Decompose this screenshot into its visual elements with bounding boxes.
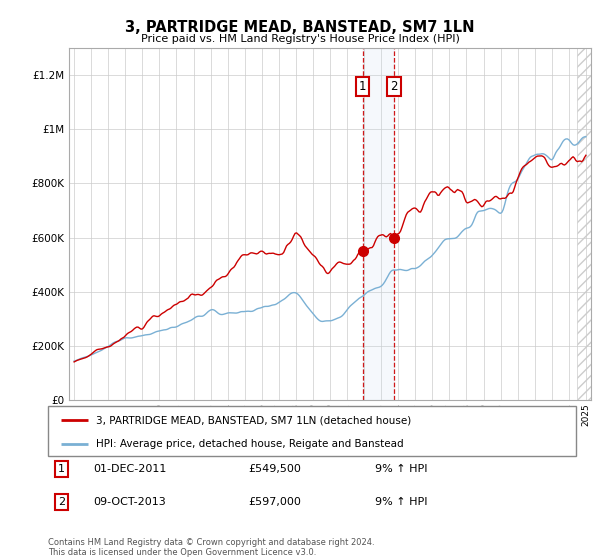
Text: 09-OCT-2013: 09-OCT-2013: [93, 497, 166, 507]
Text: 9% ↑ HPI: 9% ↑ HPI: [376, 464, 428, 474]
Text: 2: 2: [58, 497, 65, 507]
Text: £549,500: £549,500: [248, 464, 302, 474]
Text: 1: 1: [359, 81, 367, 94]
Text: Price paid vs. HM Land Registry's House Price Index (HPI): Price paid vs. HM Land Registry's House …: [140, 34, 460, 44]
Text: 9% ↑ HPI: 9% ↑ HPI: [376, 497, 428, 507]
Text: 3, PARTRIDGE MEAD, BANSTEAD, SM7 1LN: 3, PARTRIDGE MEAD, BANSTEAD, SM7 1LN: [125, 20, 475, 35]
Text: HPI: Average price, detached house, Reigate and Banstead: HPI: Average price, detached house, Reig…: [95, 439, 403, 449]
Text: 2: 2: [390, 81, 398, 94]
Text: 01-DEC-2011: 01-DEC-2011: [93, 464, 166, 474]
Bar: [363, 48, 394, 400]
Text: £597,000: £597,000: [248, 497, 302, 507]
FancyBboxPatch shape: [48, 406, 576, 456]
Text: 1: 1: [58, 464, 65, 474]
Text: Contains HM Land Registry data © Crown copyright and database right 2024.
This d: Contains HM Land Registry data © Crown c…: [48, 538, 374, 557]
Text: 3, PARTRIDGE MEAD, BANSTEAD, SM7 1LN (detached house): 3, PARTRIDGE MEAD, BANSTEAD, SM7 1LN (de…: [95, 415, 411, 425]
